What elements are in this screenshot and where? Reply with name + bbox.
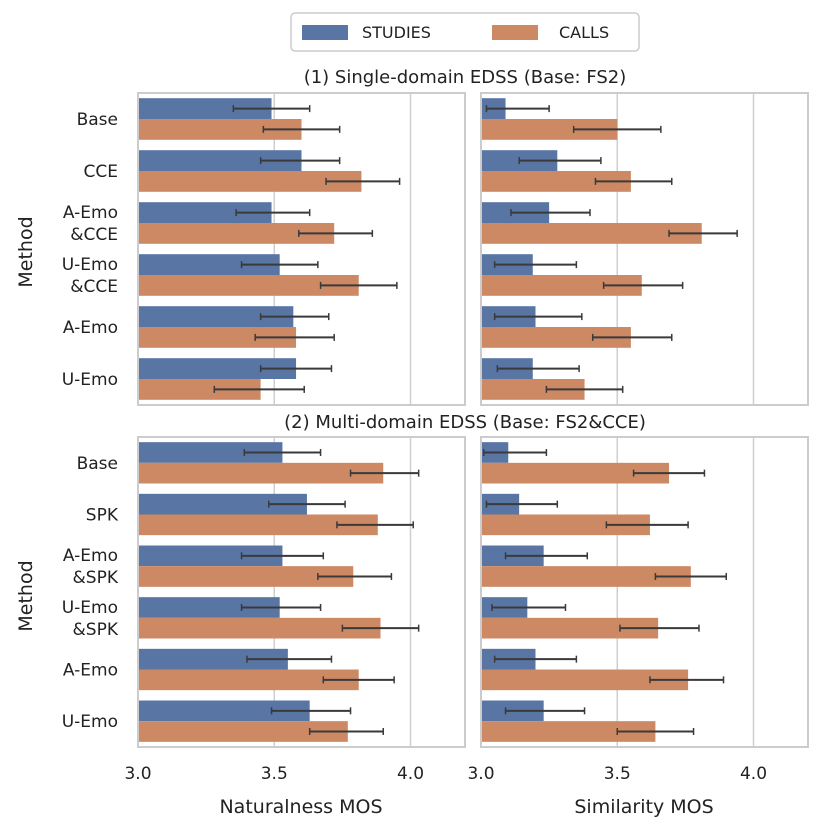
category-label-line: CCE	[84, 162, 118, 182]
bar-studies	[138, 545, 283, 567]
y-axis-label-top: Method	[15, 216, 37, 287]
bar-calls	[138, 119, 302, 140]
bar-studies	[138, 493, 307, 515]
category-label-line: &CCE	[70, 225, 118, 245]
category-label: Base	[77, 110, 118, 130]
category-label: Base	[77, 454, 118, 474]
bar-studies	[138, 254, 280, 275]
bar-calls	[481, 669, 689, 691]
bar-studies	[138, 700, 310, 722]
bar-calls	[481, 462, 670, 484]
bar-calls	[481, 379, 585, 400]
y-axis-label-bottom: Method	[15, 560, 37, 631]
x-axis-label-similarity: Similarity MOS	[574, 796, 713, 818]
category-label-line: A-Emo	[63, 318, 118, 338]
bar-studies	[138, 358, 297, 379]
category-label-line: U-Emo	[62, 598, 118, 618]
category-label: U-Emo	[62, 712, 118, 732]
bar-calls	[481, 514, 650, 536]
legend-label-calls: CALLS	[559, 23, 609, 42]
category-label: U-Emo &SPK	[62, 598, 119, 640]
category-label-line: SPK	[86, 506, 119, 526]
bar-calls	[481, 171, 631, 192]
bar-calls	[138, 171, 362, 192]
bar-calls	[481, 327, 631, 348]
legend-swatch-studies	[302, 25, 348, 40]
x-tick-label: 3.0	[124, 764, 151, 784]
bar-calls	[138, 223, 335, 244]
x-tick-label: 4.0	[740, 764, 767, 784]
category-label-line: U-Emo	[62, 712, 118, 732]
bar-calls	[138, 275, 359, 296]
category-label: A-Emo	[63, 318, 118, 338]
bar-calls	[138, 379, 261, 400]
category-label-line: U-Emo	[62, 255, 118, 275]
bar-calls	[481, 721, 656, 742]
bar-calls	[481, 566, 691, 587]
bar-studies	[138, 648, 288, 670]
legend-swatch-calls	[492, 25, 538, 40]
bar-calls	[138, 514, 378, 536]
category-label: U-Emo	[62, 370, 118, 390]
bar-studies	[138, 442, 283, 463]
category-label-line: U-Emo	[62, 370, 118, 390]
bar-studies	[138, 597, 280, 618]
panel-title-multi-domain: (2) Multi-domain EDSS (Base: FS2&CCE)	[284, 412, 646, 433]
category-label-line: Base	[77, 454, 118, 474]
bar-calls	[481, 223, 702, 244]
legend-frame	[290, 12, 640, 52]
legend: STUDIES CALLS	[290, 12, 640, 52]
bar-calls	[138, 721, 348, 742]
panel-single-similarity	[480, 92, 809, 406]
bar-studies	[138, 202, 272, 223]
x-tick-label: 4.0	[397, 764, 424, 784]
bar-studies	[138, 150, 302, 171]
bar-calls	[138, 327, 297, 348]
bar-calls	[138, 462, 384, 484]
category-label-line: &SPK	[73, 620, 119, 640]
legend-label-studies: STUDIES	[362, 23, 431, 42]
category-label: U-Emo &CCE	[62, 255, 118, 297]
category-label-line: &SPK	[73, 568, 119, 588]
axes-frame	[480, 436, 809, 748]
bar-calls	[481, 119, 618, 140]
bar-calls	[481, 275, 642, 296]
category-label: A-Emo	[63, 661, 118, 681]
axes-frame	[137, 436, 466, 748]
bar-calls	[138, 617, 381, 639]
category-label: CCE	[84, 162, 118, 182]
axes-frame	[480, 92, 809, 406]
category-label-line: A-Emo	[63, 546, 118, 566]
category-label-line: &CCE	[70, 277, 118, 297]
category-label: A-Emo &SPK	[63, 546, 119, 588]
x-tick-label: 3.5	[604, 764, 631, 784]
x-axis-label-naturalness: Naturalness MOS	[219, 796, 382, 818]
bar-calls	[138, 669, 359, 691]
category-label: A-Emo &CCE	[63, 203, 118, 245]
bar-studies	[138, 306, 294, 327]
category-label-line: A-Emo	[63, 203, 118, 223]
category-label: SPK	[86, 506, 119, 526]
bar-studies	[138, 98, 272, 119]
category-label-line: Base	[77, 110, 118, 130]
bar-calls	[138, 566, 354, 587]
axes-frame	[137, 92, 466, 406]
x-tick-label: 3.0	[467, 764, 494, 784]
category-label-line: A-Emo	[63, 661, 118, 681]
panel-multi-similarity: 3.0 3.5 4.0	[467, 436, 809, 784]
panel-title-single-domain: (1) Single-domain EDSS (Base: FS2)	[304, 67, 627, 88]
bar-calls	[481, 617, 659, 639]
x-tick-label: 3.5	[261, 764, 288, 784]
